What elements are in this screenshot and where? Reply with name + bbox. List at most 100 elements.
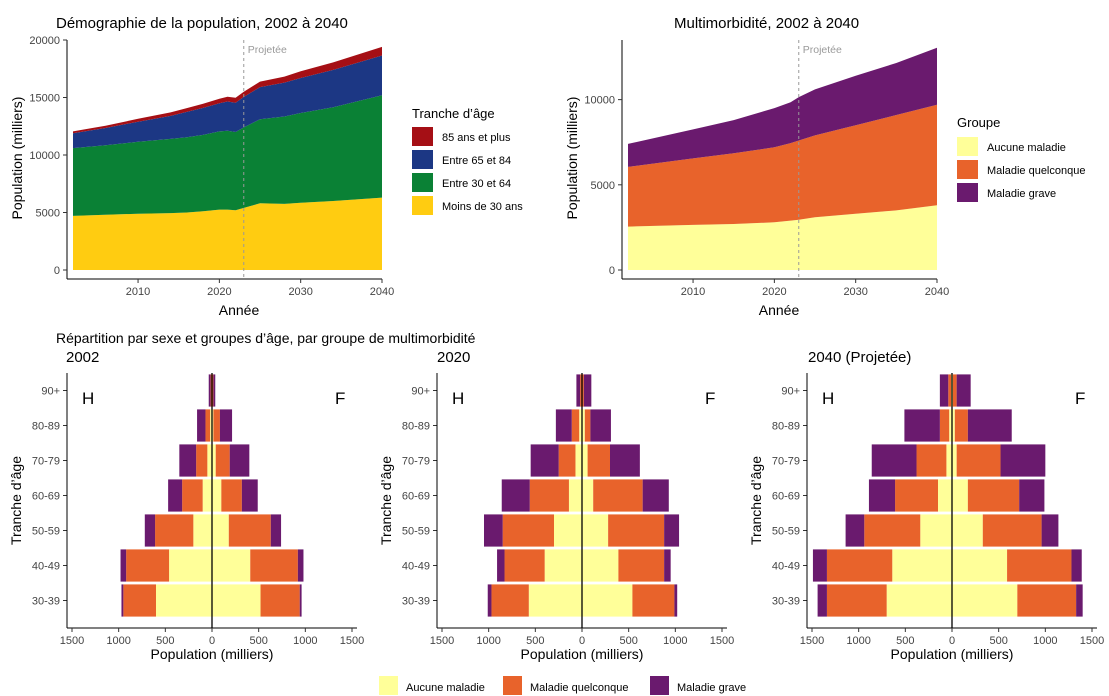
y-tick-label: 50-59 xyxy=(402,526,430,538)
pyramid-bar-male xyxy=(205,409,211,442)
pyramid-bar-female xyxy=(618,549,665,582)
pyramid-bar-female xyxy=(299,584,302,617)
chart-2-xlabel: Année xyxy=(759,302,800,318)
legend-swatch xyxy=(650,676,669,695)
y-tick-label: 60-69 xyxy=(772,491,800,503)
pyramid-bar-female xyxy=(1076,584,1083,617)
y-tick-label: 30-39 xyxy=(772,596,800,608)
pyramid-bar-male xyxy=(121,584,124,617)
pyramid-bar-male xyxy=(193,514,212,547)
pyramid-charts-layer: 2002 30-39 40-49 50-59 60-69 70-79 80-89 90+ 150… xyxy=(8,349,1104,662)
y-tick-label: 0 xyxy=(54,265,60,277)
pyramid-panel-2: 2020 30-39 40-49 50-59 60-69 70-79 80-89 90+ 150… xyxy=(378,349,734,662)
pyramid-bar-female xyxy=(582,444,588,477)
y-tick-label: 15000 xyxy=(29,93,60,105)
area-series-3 xyxy=(73,55,382,149)
side-label-male: H xyxy=(822,389,834,408)
x-tick-label: 1000 xyxy=(476,635,500,647)
pyramid-bar-male xyxy=(504,549,545,582)
area-charts-layer: 0 5000 10000 15000 20000 2010 2020 2030 2040 Proj… xyxy=(29,35,949,298)
legend-swatch xyxy=(957,137,978,156)
pyramid-xlabel: Population (milliers) xyxy=(521,646,644,662)
pyramid-bar-female xyxy=(1019,479,1045,512)
projection-label: Projetée xyxy=(803,44,842,56)
pyramid-bar-female xyxy=(967,479,1020,512)
pyramid-bar-female xyxy=(593,479,643,512)
pyramid-bar-female xyxy=(250,549,298,582)
pyramid-bar-female xyxy=(590,409,611,442)
pyramid-bar-female xyxy=(1007,549,1072,582)
pyramid-bar-female xyxy=(584,409,591,442)
x-tick-label: 2040 xyxy=(370,286,394,298)
pyramid-bar-male xyxy=(916,444,947,477)
pyramid-bar-male xyxy=(120,549,127,582)
y-tick-label: 10000 xyxy=(29,150,60,162)
pyramid-bar-female xyxy=(1041,514,1059,547)
x-tick-label: 500 xyxy=(989,635,1007,647)
y-tick-label: 30-39 xyxy=(402,596,430,608)
pyramid-bar-female xyxy=(212,584,261,617)
pyramid-bar-male xyxy=(554,514,582,547)
pyramid-bar-male xyxy=(946,444,952,477)
pyramid-bar-male xyxy=(576,374,581,407)
pyramid-bar-female xyxy=(952,444,957,477)
pyramid-bar-female xyxy=(219,409,233,442)
y-tick-label: 50-59 xyxy=(32,526,60,538)
x-tick-label: 2020 xyxy=(207,286,231,298)
area-series-3 xyxy=(628,47,937,167)
pyramid-subtitle: 2040 (Projetée) xyxy=(808,349,911,366)
pyramid-subtitle: 2020 xyxy=(437,349,470,366)
x-tick-label: 500 xyxy=(249,635,267,647)
x-tick-label: 1500 xyxy=(60,635,84,647)
pyramid-bar-female xyxy=(228,514,271,547)
pyramid-bar-female xyxy=(582,584,633,617)
x-tick-label: 2020 xyxy=(762,286,786,298)
x-tick-label: 2040 xyxy=(925,286,949,298)
legend-1-title: Tranche d’âge xyxy=(412,106,495,121)
pyramid-bar-male xyxy=(202,479,212,512)
pyramid-bar-male xyxy=(487,584,492,617)
pyramid-bar-male xyxy=(126,549,170,582)
x-tick-label: 1500 xyxy=(710,635,734,647)
legend-swatch xyxy=(957,160,978,179)
pyramid-bar-female xyxy=(1071,549,1082,582)
pyramid-bar-female xyxy=(982,514,1042,547)
legend-label: Moins de 30 ans xyxy=(442,201,523,213)
x-tick-label: 0 xyxy=(949,635,955,647)
pyramid-bar-male xyxy=(210,374,212,407)
chart-2-ylabel: Population (milliers) xyxy=(564,97,580,220)
pyramid-bar-female xyxy=(674,584,678,617)
legend-label: Entre 65 et 84 xyxy=(442,155,511,167)
legend-pyramid-bottom: Aucune maladie Maladie quelconque Maladie … xyxy=(379,676,746,695)
pyramid-bar-male xyxy=(196,444,208,477)
pyramid-bar-male xyxy=(571,409,580,442)
pyramid-bar-male xyxy=(502,514,554,547)
pyramid-bar-male xyxy=(886,584,952,617)
pyramid-bar-female xyxy=(1000,444,1046,477)
pyramid-bar-male xyxy=(144,514,156,547)
pyramid-bar-male xyxy=(812,549,827,582)
y-tick-label: 70-79 xyxy=(402,456,430,468)
legend-swatch xyxy=(412,196,433,215)
pyramid-bar-male xyxy=(528,584,582,617)
pyramid-bar-male xyxy=(892,549,952,582)
pyramid-ylabel: Tranche d’âge xyxy=(8,456,24,545)
legend-label: Maladie quelconque xyxy=(530,682,628,694)
pyramid-bar-female xyxy=(212,409,214,442)
pyramid-xlabel: Population (milliers) xyxy=(891,646,1014,662)
pyramid-bar-male xyxy=(868,479,896,512)
pyramid-bar-male xyxy=(904,409,940,442)
legend-label: Maladie grave xyxy=(677,682,746,694)
side-label-female: F xyxy=(335,389,345,408)
pyramid-bar-male xyxy=(948,374,952,407)
y-tick-label: 10000 xyxy=(584,95,615,107)
pyramid-bar-female xyxy=(583,374,592,407)
legend-label: Aucune maladie xyxy=(406,682,485,694)
x-tick-label: 2010 xyxy=(126,286,150,298)
pyramid-xlabel: Population (milliers) xyxy=(151,646,274,662)
legend-swatch xyxy=(957,183,978,202)
pyramid-bar-female xyxy=(642,479,669,512)
pyramid-subtitle: 2002 xyxy=(66,349,99,366)
legends-layer: 85 ans et plus Entre 65 et 84 Entre 30 et … xyxy=(379,127,1085,695)
